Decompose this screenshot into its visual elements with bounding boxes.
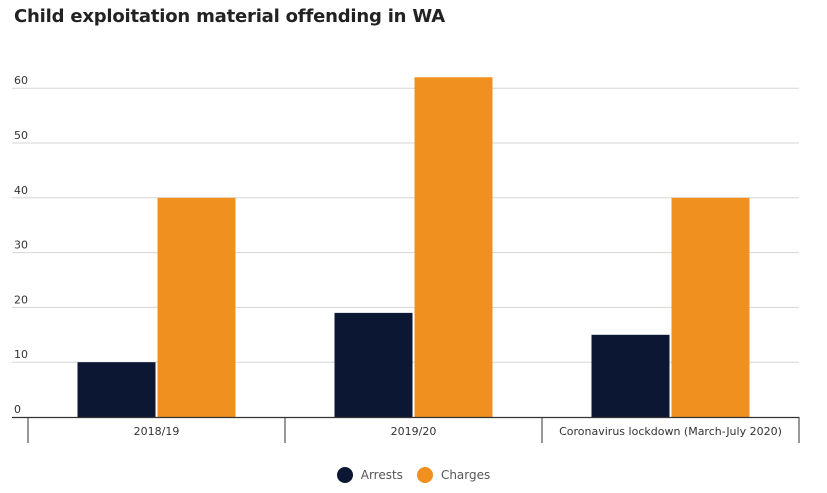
bar-charges-2[interactable] [671, 197, 750, 417]
y-tick-label: 30 [14, 239, 28, 252]
legend: Arrests Charges [0, 467, 827, 483]
category-labels: 2018/19 2019/20 Coronavirus lockdown (Marc… [134, 425, 782, 438]
y-tick-label: 40 [14, 184, 28, 197]
bar-arrests-0[interactable] [77, 362, 156, 417]
y-tick-label: 10 [14, 348, 28, 361]
legend-swatch-arrests [336, 467, 353, 483]
y-tick-label: 0 [14, 403, 21, 416]
bar-arrests-1[interactable] [334, 312, 413, 417]
x-axis [12, 416, 800, 443]
legend-label-charges: Charges [440, 468, 491, 482]
y-tick-label: 60 [14, 74, 28, 87]
y-tick-labels: 0 10 20 30 40 50 60 [14, 74, 28, 416]
legend-label-arrests: Arrests [360, 468, 403, 482]
x-category-label: 2019/20 [391, 425, 437, 438]
x-category-label: 2018/19 [134, 425, 180, 438]
bar-charges-1[interactable] [414, 77, 493, 418]
legend-swatch-charges [416, 467, 433, 483]
legend-item-arrests[interactable]: Arrests [336, 467, 403, 483]
chart-title: Child exploitation material offending in… [14, 6, 445, 27]
bars [77, 77, 750, 418]
bar-charges-0[interactable] [157, 197, 236, 417]
y-tick-label: 50 [14, 129, 28, 142]
x-category-label: Coronavirus lockdown (March-July 2020) [559, 425, 782, 438]
y-tick-label: 20 [14, 293, 28, 306]
bar-arrests-2[interactable] [591, 334, 670, 417]
legend-item-charges[interactable]: Charges [416, 467, 491, 483]
bar-chart: 0 10 20 30 40 50 60 2018/19 2019/20 Coronavirus … [12, 74, 800, 443]
